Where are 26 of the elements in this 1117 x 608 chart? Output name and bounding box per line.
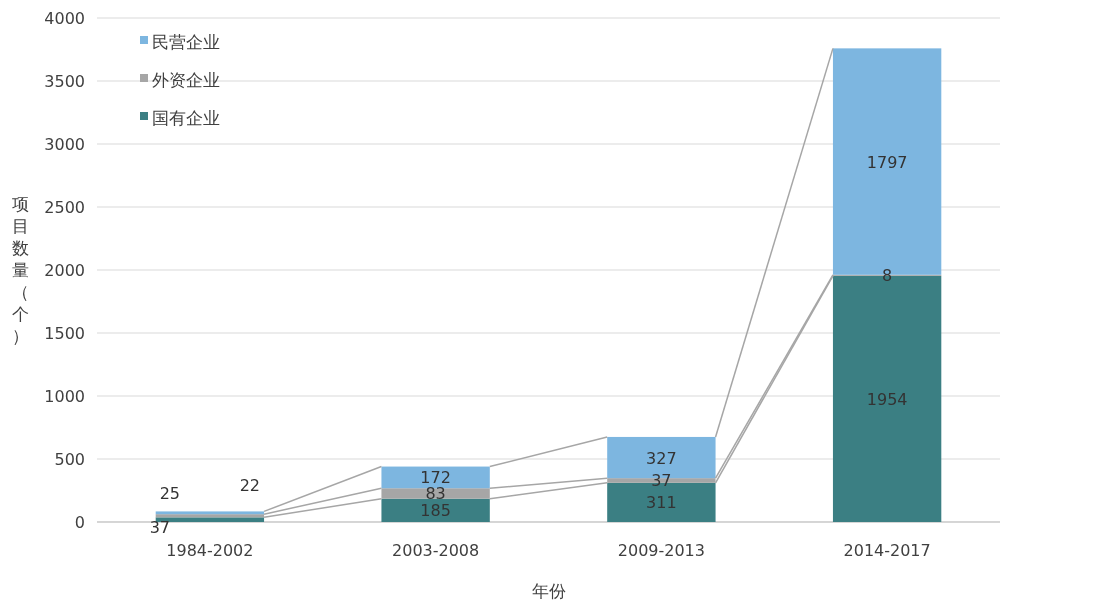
data-label: 185 — [420, 501, 451, 521]
y-tick-label: 500 — [54, 450, 85, 469]
data-label: 37 — [149, 518, 171, 538]
legend-label: 民营企业 — [152, 32, 220, 52]
y-tick-label: 3500 — [44, 72, 85, 91]
data-label: 1797 — [866, 152, 908, 172]
data-label: 25 — [159, 484, 181, 504]
y-tick-label: 4000 — [44, 9, 85, 28]
data-label: 22 — [239, 476, 261, 496]
y-tick-label: 1500 — [44, 324, 85, 343]
y-tick-label: 2500 — [44, 198, 85, 217]
y-tick-label: 3000 — [44, 135, 85, 154]
y-tick-label: 2000 — [44, 261, 85, 280]
y-tick-label: 0 — [74, 513, 85, 532]
y-axis-title: 项目数量（个） — [11, 194, 29, 346]
x-axis-title: 年份 — [531, 581, 566, 601]
x-tick-label: 1984-2002 — [166, 541, 254, 560]
x-tick-label: 2009-2013 — [617, 541, 705, 560]
data-label: 327 — [646, 448, 677, 468]
data-label: 311 — [646, 493, 677, 513]
x-tick-label: 2014-2017 — [843, 541, 931, 560]
data-label: 1954 — [866, 389, 908, 409]
x-tick-label: 2003-2008 — [392, 541, 480, 560]
legend-label: 外资企业 — [152, 70, 220, 90]
y-tick-label: 1000 — [44, 387, 85, 406]
legend-label: 国有企业 — [152, 108, 220, 128]
